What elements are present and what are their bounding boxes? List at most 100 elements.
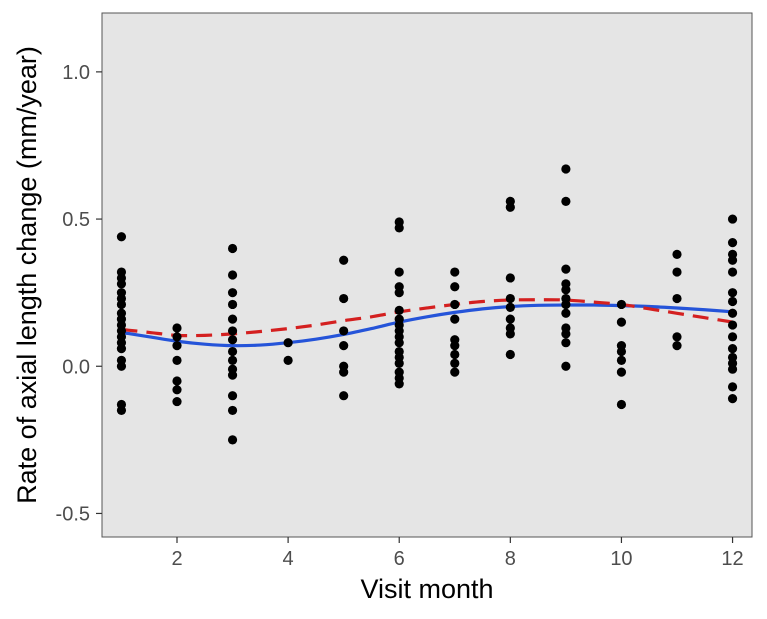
data-point — [116, 232, 127, 242]
data-point — [561, 338, 571, 348]
data-point — [227, 270, 238, 280]
data-point — [561, 299, 571, 310]
data-point — [561, 196, 571, 207]
data-point — [394, 338, 404, 348]
data-point — [450, 367, 460, 377]
data-point — [727, 343, 738, 354]
y-tick-label: -0.5 — [56, 503, 90, 525]
y-axis: -0.5 0.0 0.5 1.0 — [56, 62, 102, 525]
x-tick-label: 10 — [610, 548, 632, 570]
data-point — [116, 279, 127, 289]
data-point — [672, 341, 682, 351]
plot-panel — [101, 12, 753, 538]
data-point — [450, 358, 460, 368]
data-point — [227, 243, 238, 254]
data-point — [672, 332, 682, 342]
data-point — [394, 305, 404, 315]
data-point — [616, 317, 627, 327]
data-point — [339, 367, 349, 377]
data-point — [227, 326, 238, 336]
data-point — [505, 329, 515, 339]
data-point — [339, 391, 349, 401]
data-point — [394, 223, 404, 233]
data-point — [227, 346, 238, 357]
data-point — [227, 370, 238, 380]
data-point — [672, 293, 682, 304]
data-point — [227, 314, 238, 324]
data-point — [394, 267, 404, 277]
y-tick-label: 0.5 — [62, 209, 90, 231]
data-point — [172, 355, 182, 365]
x-tick-label: 8 — [505, 548, 516, 570]
x-tick-label: 4 — [283, 548, 294, 570]
data-point — [672, 249, 682, 259]
data-point — [227, 288, 238, 298]
data-point — [172, 385, 182, 395]
data-point — [227, 405, 238, 416]
data-point — [616, 355, 627, 365]
data-point — [727, 320, 738, 330]
data-point — [172, 332, 182, 342]
data-point — [450, 341, 460, 351]
data-point — [450, 314, 460, 324]
data-point — [172, 341, 182, 351]
data-point — [727, 255, 738, 265]
data-point — [339, 293, 349, 304]
data-point — [450, 299, 460, 310]
data-point — [727, 214, 738, 224]
data-point — [561, 308, 571, 318]
data-point — [394, 288, 404, 298]
x-tick-label: 2 — [171, 548, 182, 570]
fit-curves — [119, 298, 735, 348]
data-point — [616, 399, 627, 410]
data-point — [227, 299, 238, 310]
x-tick-label: 6 — [394, 548, 405, 570]
data-point — [172, 323, 182, 333]
data-point — [561, 264, 571, 274]
data-point — [727, 308, 738, 318]
data-point — [227, 335, 238, 345]
data-point — [727, 332, 738, 342]
data-point — [227, 355, 238, 365]
data-point — [505, 349, 515, 360]
data-point — [227, 435, 238, 445]
data-point — [727, 238, 738, 248]
data-point — [283, 338, 293, 348]
data-point — [505, 273, 515, 283]
data-point — [283, 355, 293, 365]
data-point — [727, 288, 738, 298]
data-point — [227, 391, 238, 401]
data-point — [450, 349, 460, 360]
data-point — [616, 367, 627, 377]
data-point — [339, 255, 349, 265]
data-point — [561, 285, 571, 295]
data-points — [116, 164, 738, 445]
data-point — [727, 364, 738, 374]
y-tick-label: 0.0 — [62, 356, 90, 378]
data-point — [505, 314, 515, 324]
y-tick-label: 1.0 — [62, 62, 90, 84]
x-axis-title: Visit month — [360, 574, 493, 604]
data-point — [339, 326, 349, 336]
data-point — [727, 267, 738, 277]
data-point — [450, 267, 460, 277]
data-point — [727, 382, 738, 392]
data-point — [339, 341, 349, 351]
dashed-fit-line — [121, 298, 733, 338]
data-point — [450, 282, 460, 292]
data-point — [394, 358, 404, 368]
data-point — [616, 299, 627, 310]
data-point — [394, 379, 404, 389]
x-axis: 2 4 6 8 10 12 — [171, 537, 744, 570]
data-point — [561, 361, 571, 371]
data-point — [505, 202, 515, 212]
data-point — [116, 405, 127, 416]
data-point — [505, 302, 515, 312]
data-point — [505, 293, 515, 304]
data-point — [561, 329, 571, 339]
data-point — [616, 346, 627, 357]
data-point — [561, 164, 571, 174]
y-axis-title: Rate of axial length change (mm/year) — [12, 46, 42, 504]
data-point — [116, 299, 127, 310]
